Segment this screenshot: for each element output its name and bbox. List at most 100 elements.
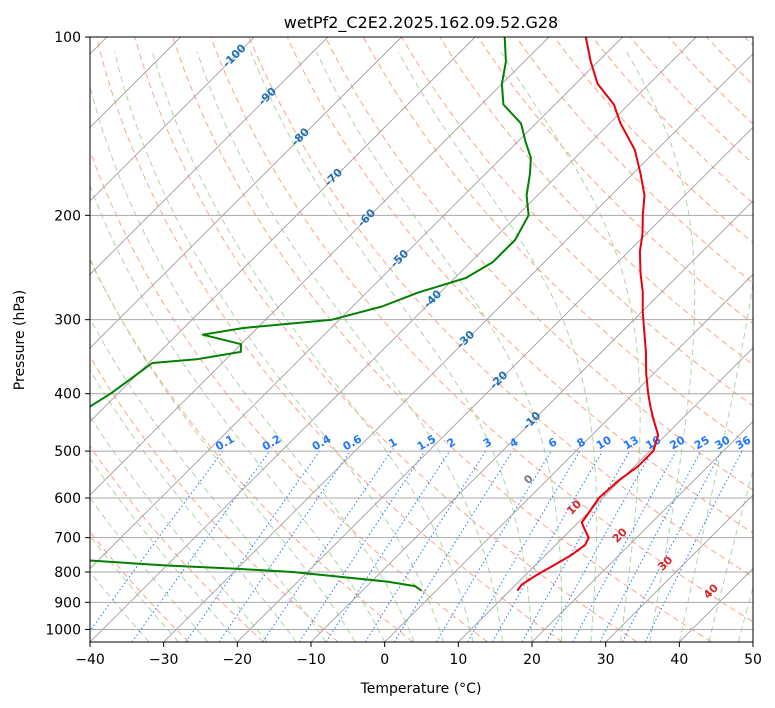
dry-adiabat-line	[96, 37, 563, 642]
isotherm-line	[605, 494, 753, 642]
mixing-ratio-line	[90, 450, 224, 632]
dry-adiabat-line	[90, 355, 339, 642]
moist-adiabat-line	[90, 257, 356, 642]
isotherm-line	[90, 37, 476, 423]
dry-adiabat-line	[477, 37, 753, 325]
x-tick-label: 0	[380, 652, 389, 668]
moist-adiabat-line	[250, 51, 533, 642]
dry-adiabat-line	[172, 37, 712, 642]
mixing-ratio-label: 25	[692, 433, 712, 452]
dry-adiabat-line	[668, 37, 753, 125]
dry-adiabat-line	[134, 37, 638, 642]
mixing-ratio-lines	[90, 450, 743, 642]
mixing-ratio-line	[393, 450, 513, 642]
dry-adiabat-line	[248, 37, 753, 578]
mixing-ratio-line	[572, 450, 677, 642]
dry-adiabat-line	[401, 37, 753, 407]
moist-adiabat-line	[708, 468, 753, 642]
isotherm-labels: -100-90-80-70-60-50-40-30-20-10	[220, 41, 544, 432]
y-tick-label: 700	[54, 531, 81, 547]
mixing-ratio-line	[599, 450, 702, 642]
mixing-ratio-label: 0.1	[213, 432, 236, 453]
mixing-ratio-line	[545, 450, 653, 642]
isotherm-label: -80	[289, 125, 312, 148]
mixing-ratio-label: 0.6	[341, 432, 365, 453]
mixing-ratio-label: 13	[621, 433, 641, 452]
moist-adiabat-line	[316, 51, 563, 642]
dry-adiabat-line	[744, 37, 753, 47]
isotherm-label: -100	[220, 41, 249, 70]
mixing-ratio-label: 20	[668, 433, 688, 452]
mixing-ratio-line	[435, 450, 552, 642]
pressure-gridlines	[90, 37, 753, 630]
mixing-ratio-line	[521, 450, 631, 642]
y-tick-label: 200	[54, 208, 81, 224]
isotherm-line	[752, 641, 753, 642]
mixing-ratio-label: 2	[445, 435, 458, 450]
x-tick-label: −40	[75, 652, 105, 668]
mixing-ratio-label: 10	[594, 433, 614, 452]
x-tick-label: 20	[523, 652, 541, 668]
dry-adiabat-line	[324, 37, 753, 491]
isotherm-line	[90, 37, 697, 642]
dry-adiabat-line	[90, 445, 264, 642]
moist-adiabat-line	[90, 497, 209, 642]
moist-adiabats	[90, 51, 753, 642]
moist-adiabat-line	[90, 317, 327, 642]
dry-adiabat-line	[706, 37, 753, 86]
mixing-ratio-line	[218, 450, 351, 642]
mixing-ratio-line	[185, 450, 321, 642]
plot-area: -100-90-80-70-60-50-40-30-20-100.1 0.2 0.4…	[90, 37, 753, 642]
moist-adiabat-line	[397, 51, 598, 642]
moist-adiabat-line	[90, 535, 179, 642]
moist-adiabat-line	[90, 84, 415, 642]
dry-adiabat-line	[515, 37, 753, 284]
mixing-ratio-label: 30	[713, 433, 733, 452]
mixing-ratio-line	[364, 450, 487, 642]
isotherm-line	[90, 37, 255, 202]
isotherm-label: -10	[520, 409, 543, 432]
mixing-ratio-line	[262, 450, 392, 642]
mixing-ratio-label: 1.5	[415, 432, 438, 453]
moist-adiabat-line	[196, 51, 503, 642]
moist-adiabat-line	[151, 51, 474, 642]
x-tick-label: 50	[744, 652, 762, 668]
mixing-ratio-line	[491, 450, 603, 642]
adiabat-label: 0	[521, 472, 536, 487]
mixing-ratio-line	[325, 450, 451, 642]
mixing-ratio-label: 6	[546, 435, 559, 450]
mixing-ratio-label: 36	[733, 433, 753, 452]
mixing-ratio-label: 3	[481, 435, 494, 450]
y-tick-label: 1000	[45, 622, 81, 638]
y-tick-label: 500	[54, 444, 81, 460]
isotherm-line	[90, 37, 550, 496]
dry-adiabat-line	[90, 259, 414, 642]
adiabat-label: 10	[564, 497, 584, 517]
isotherm-line	[310, 200, 753, 642]
isotherm-line	[384, 273, 753, 642]
dry-adiabat-line	[90, 149, 488, 642]
y-axis-label: Pressure (hPa)	[12, 290, 28, 390]
isotherm-line	[458, 347, 753, 642]
dry-adiabat-line	[210, 37, 753, 623]
mixing-ratio-line	[298, 450, 426, 642]
mixing-ratio-label: 1	[386, 435, 399, 450]
isotherm-label: -20	[487, 368, 510, 391]
moist-adiabat-line	[90, 571, 150, 642]
isotherm-line	[163, 53, 753, 642]
isotherm-label: -30	[454, 328, 477, 351]
y-tick-label: 100	[54, 30, 81, 46]
moist-adiabat-line	[90, 369, 297, 642]
chart-title: wetPf2_C2E2.2025.162.09.52.G28	[284, 13, 558, 33]
x-tick-label: −10	[296, 652, 326, 668]
plot-frame	[89, 36, 754, 643]
x-tick-label: 30	[597, 652, 615, 668]
isotherm-line	[237, 126, 753, 642]
moist-adiabat-line	[90, 457, 238, 642]
x-tick-label: −30	[149, 652, 179, 668]
isotherm-line	[90, 37, 623, 570]
moist-adiabat-line	[90, 415, 268, 642]
x-tick-label: 40	[670, 652, 688, 668]
y-tick-label: 300	[54, 313, 81, 329]
